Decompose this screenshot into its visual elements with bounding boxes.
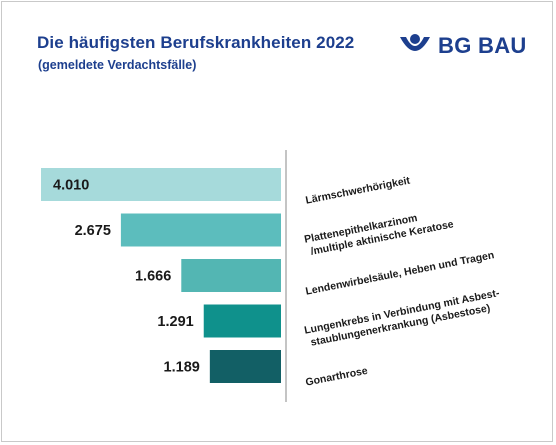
category-label-3: Lungenkrebs in Verbindung mit Asbest-sta… bbox=[303, 287, 503, 350]
chart-title: Die häufigsten Berufskrankheiten 2022 bbox=[37, 33, 355, 52]
value-label-4: 1.189 bbox=[164, 360, 200, 376]
value-label-2: 1.666 bbox=[135, 269, 171, 285]
category-label-2: Lendenwirbelsäule, Heben und Tragen bbox=[305, 249, 496, 297]
bar-3 bbox=[203, 304, 281, 338]
bg-bau-logo: BG BAU bbox=[398, 28, 527, 64]
value-label-3: 1.291 bbox=[157, 314, 193, 330]
category-label-4: Gonarthrose bbox=[305, 365, 369, 389]
bar-0 bbox=[41, 168, 281, 201]
bar-1 bbox=[120, 213, 282, 247]
chart-subtitle: (gemeldete Verdachtsfälle) bbox=[38, 58, 197, 72]
bar-2 bbox=[181, 259, 281, 292]
category-label-1: Plattenepithelkarzinom/multiple aktinisc… bbox=[303, 205, 454, 258]
bar-4 bbox=[209, 350, 281, 383]
category-label-line: Lärmschwerhörigkeit bbox=[305, 174, 412, 206]
logo-text: BG BAU bbox=[438, 33, 527, 58]
bg-bau-emblem-icon bbox=[400, 34, 430, 51]
value-label-0: 4.010 bbox=[53, 178, 89, 194]
category-label-0: Lärmschwerhörigkeit bbox=[305, 174, 412, 206]
category-label-line: Gonarthrose bbox=[305, 365, 369, 389]
category-label-line: Lendenwirbelsäule, Heben und Tragen bbox=[305, 249, 496, 297]
value-label-1: 2.675 bbox=[75, 223, 111, 239]
